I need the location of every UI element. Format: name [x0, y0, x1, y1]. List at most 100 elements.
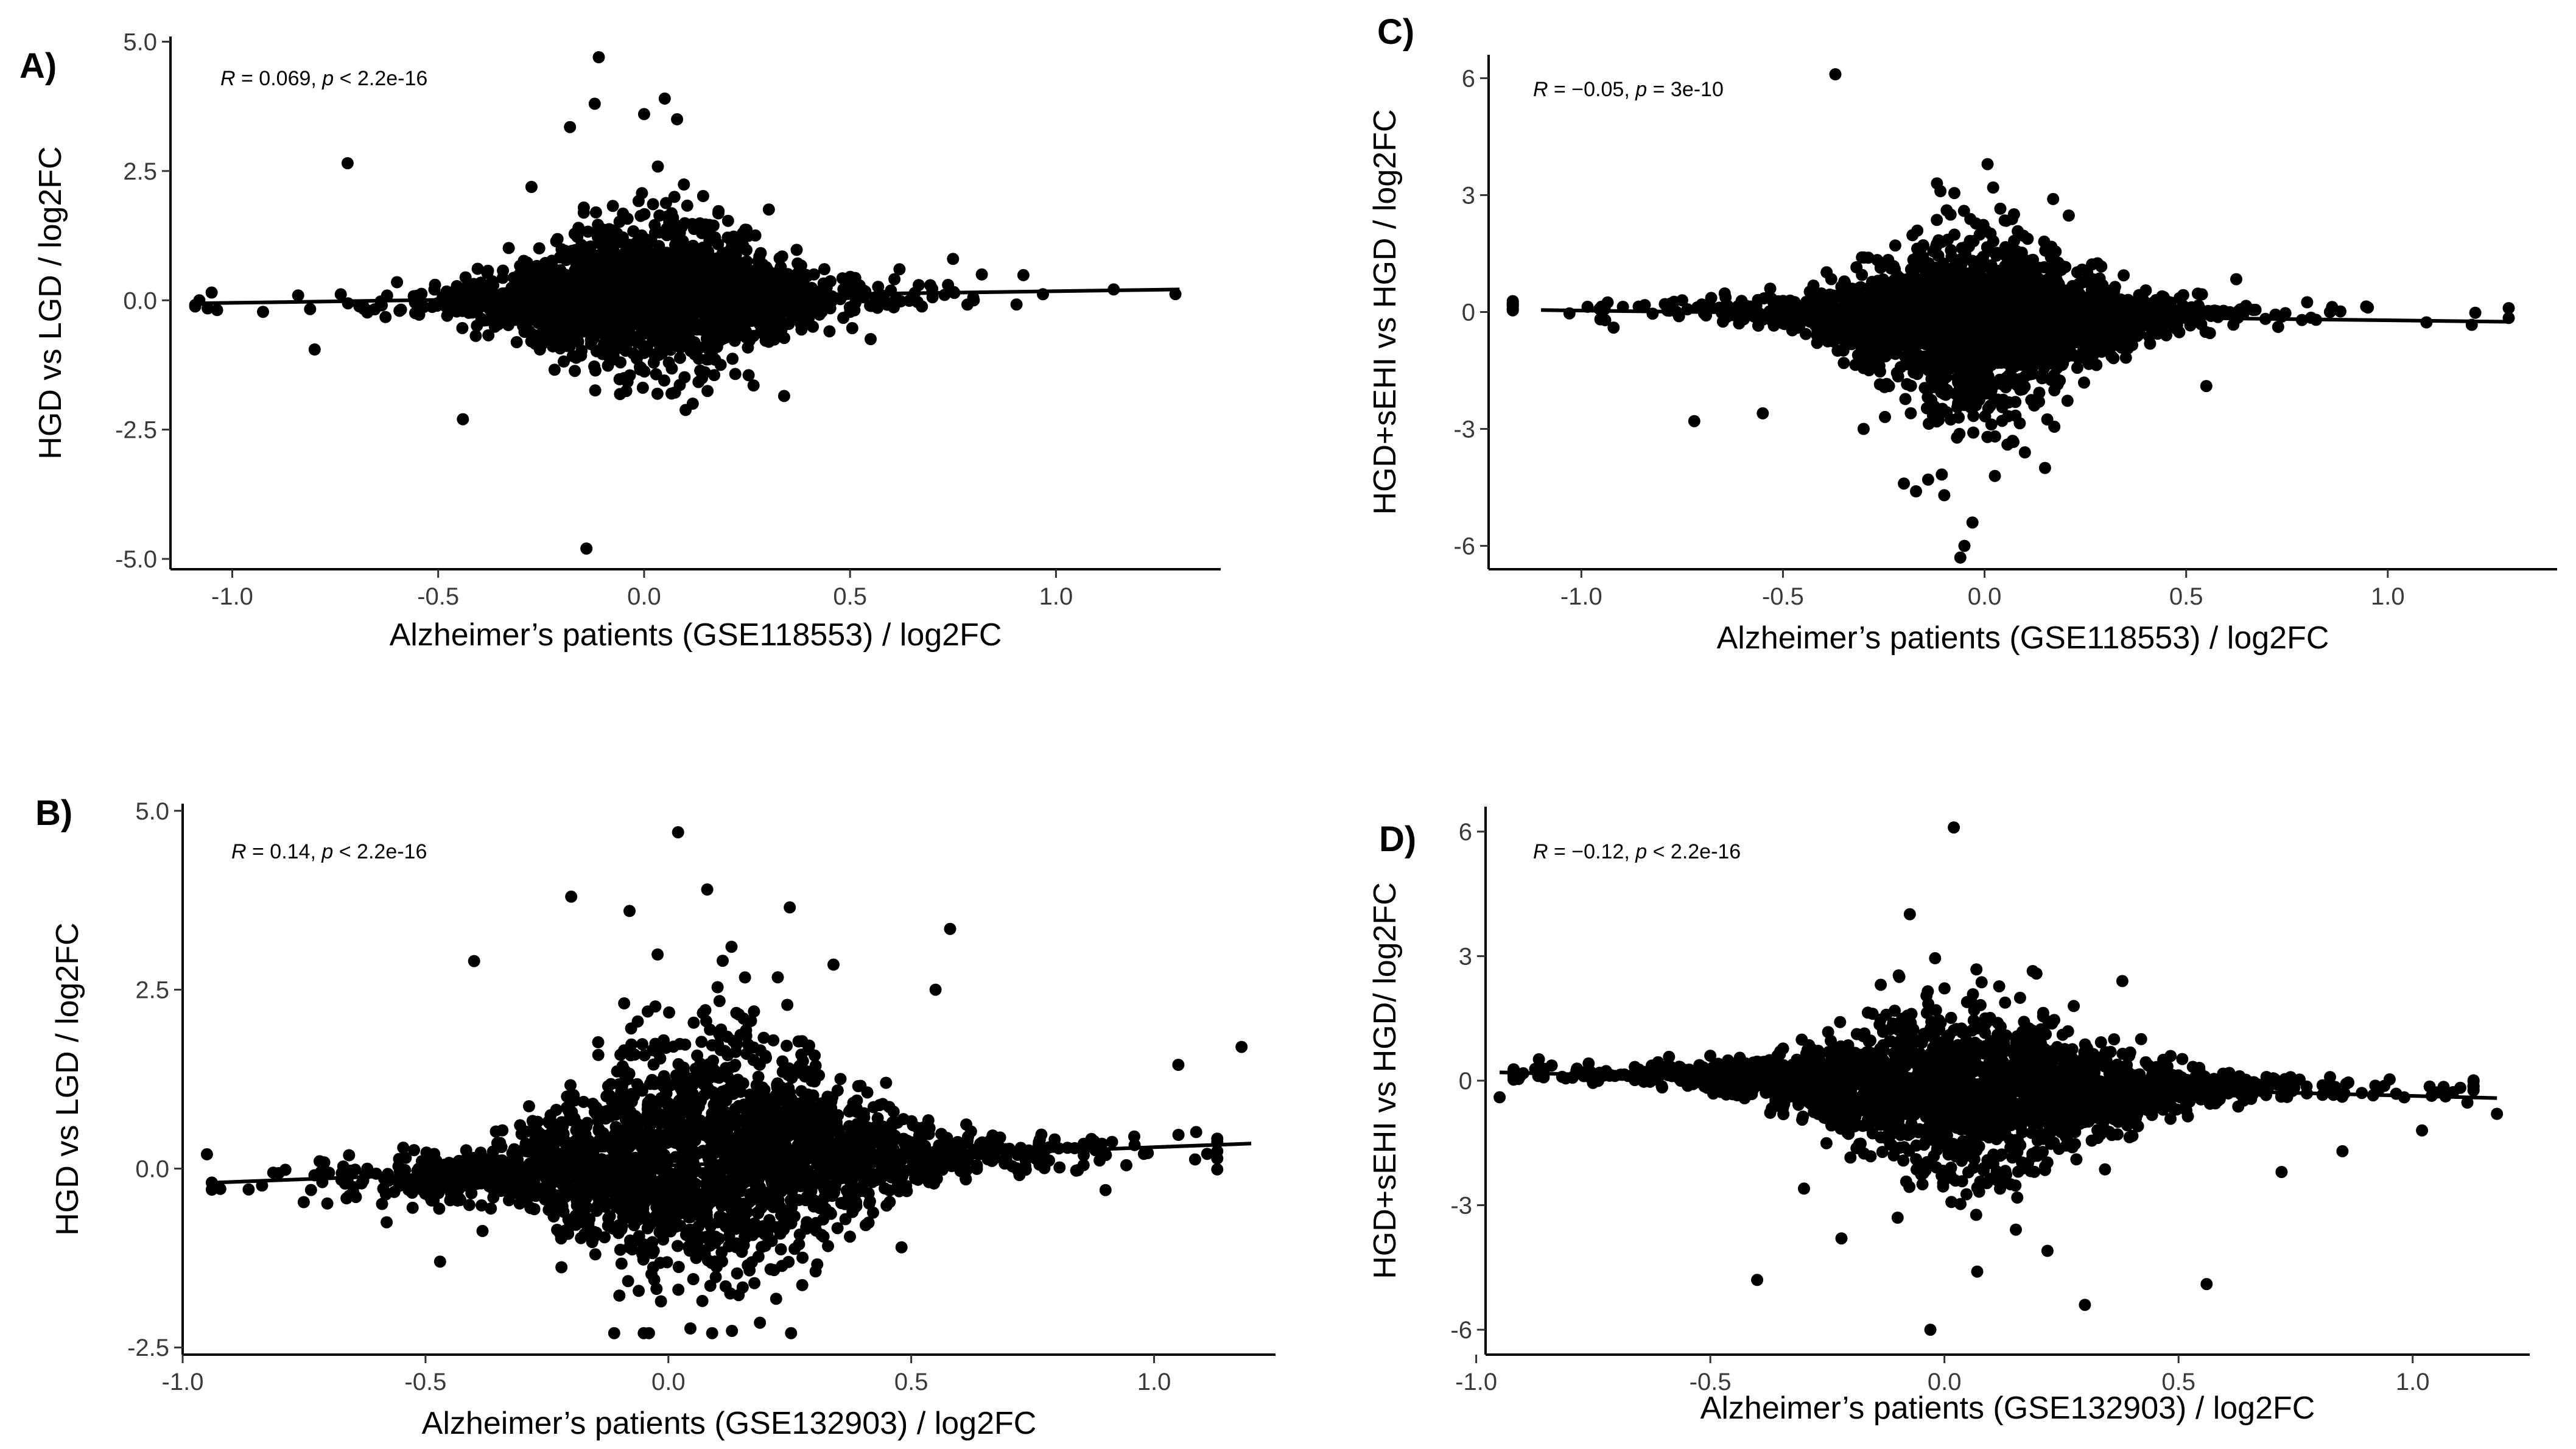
data-point	[314, 1155, 326, 1168]
data-point	[397, 1142, 410, 1154]
data-point	[715, 1115, 728, 1128]
data-point	[515, 1128, 528, 1140]
data-point	[738, 327, 751, 340]
data-point	[723, 1225, 736, 1238]
data-point	[474, 1146, 487, 1159]
data-point	[793, 1228, 806, 1241]
data-point	[649, 226, 661, 239]
data-point	[304, 303, 317, 315]
data-point	[600, 1090, 613, 1103]
panel-letter: A)	[19, 46, 57, 86]
data-point	[747, 379, 760, 392]
x-tick-label: 0.0	[627, 583, 661, 610]
data-point	[614, 302, 626, 314]
data-point	[726, 353, 739, 365]
data-point	[445, 1189, 458, 1202]
data-point	[801, 1194, 814, 1207]
data-point-cloud	[1506, 158, 2515, 564]
data-point	[487, 279, 500, 292]
data-point	[1211, 1163, 1224, 1176]
x-tick-label: -0.5	[417, 583, 459, 610]
data-point	[851, 1094, 863, 1107]
data-point	[636, 1246, 648, 1258]
data-point	[742, 369, 755, 382]
data-point	[500, 302, 513, 315]
data-point	[697, 190, 709, 202]
outlier-point	[725, 941, 738, 953]
data-point	[661, 343, 673, 356]
data-point	[683, 1146, 695, 1159]
scatter-panel-a: A)-1.0 -0.5 0.0 0.5 1.0-5.0-2.50.02.55.0Alzh…	[19, 29, 1221, 653]
data-point	[542, 1115, 555, 1128]
data-point	[871, 1112, 884, 1124]
data-point	[442, 1174, 455, 1187]
data-point	[707, 1106, 720, 1119]
data-point	[759, 1050, 772, 1062]
data-point	[544, 1134, 556, 1146]
outlier-point	[671, 113, 684, 125]
data-point	[795, 1180, 807, 1193]
data-point	[591, 282, 604, 295]
data-point	[754, 1316, 767, 1329]
data-point	[719, 1280, 732, 1293]
x-axis-title: Alzheimer’s patients (GSE118553) / log2F…	[390, 617, 1002, 653]
data-point	[599, 1197, 612, 1210]
data-point	[570, 332, 583, 345]
data-point	[533, 329, 546, 342]
data-point	[497, 264, 510, 277]
data-point	[621, 212, 634, 225]
data-point	[267, 1167, 279, 1179]
data-point	[887, 1105, 900, 1118]
data-point	[608, 1327, 620, 1339]
correlation-label-c: R = −0.05, p = 3e-10	[1533, 78, 1724, 101]
data-point	[628, 1121, 640, 1134]
outlier-point	[564, 121, 577, 133]
data-point	[693, 1209, 706, 1222]
data-point	[664, 1135, 676, 1148]
data-point	[865, 300, 877, 312]
outlier-point	[200, 1148, 213, 1160]
data-point	[733, 1114, 746, 1126]
data-point-cloud	[189, 160, 1120, 416]
data-point	[743, 283, 756, 296]
data-point	[638, 1209, 651, 1222]
data-point	[913, 279, 925, 292]
data-point	[686, 1167, 699, 1179]
data-point	[279, 1163, 292, 1176]
data-point	[650, 334, 662, 347]
outlier-point	[865, 333, 877, 345]
data-point	[774, 263, 787, 276]
data-point	[614, 388, 626, 401]
data-point	[680, 1196, 692, 1209]
data-point	[880, 1134, 893, 1146]
scatter-panel-b: B)-1.0 -0.5 0.0 0.5 1.0-2.50.02.55.0Alzheime…	[35, 793, 1276, 1441]
data-point	[706, 1172, 718, 1185]
data-point	[1967, 426, 1980, 439]
x-tick-label: -1.0	[162, 1369, 204, 1395]
data-point	[556, 1179, 569, 1191]
data-point	[592, 1048, 605, 1061]
data-point	[569, 365, 581, 377]
data-point	[661, 1256, 673, 1269]
data-point	[677, 1065, 690, 1078]
data-point	[575, 278, 588, 290]
y-tick-label: -5.0	[115, 546, 157, 573]
data-point	[429, 278, 441, 291]
data-point	[793, 1126, 806, 1138]
data-point	[575, 1170, 588, 1182]
data-point	[1901, 378, 1914, 390]
data-point	[563, 314, 576, 327]
data-point	[596, 318, 609, 331]
data-point	[709, 231, 721, 244]
x-tick-label: 1.0	[1137, 1369, 1171, 1395]
data-point	[695, 1095, 707, 1107]
outlier-point	[457, 413, 469, 426]
y-axis-title: HGD vs LGD / log2FC	[50, 922, 85, 1235]
data-point	[727, 1146, 740, 1159]
y-tick-label: 3	[1462, 182, 1475, 209]
data-point	[641, 1005, 654, 1018]
data-point	[603, 1210, 616, 1223]
data-point	[614, 1185, 626, 1198]
y-tick-label: -6	[1453, 533, 1475, 560]
data-point	[646, 1102, 659, 1115]
